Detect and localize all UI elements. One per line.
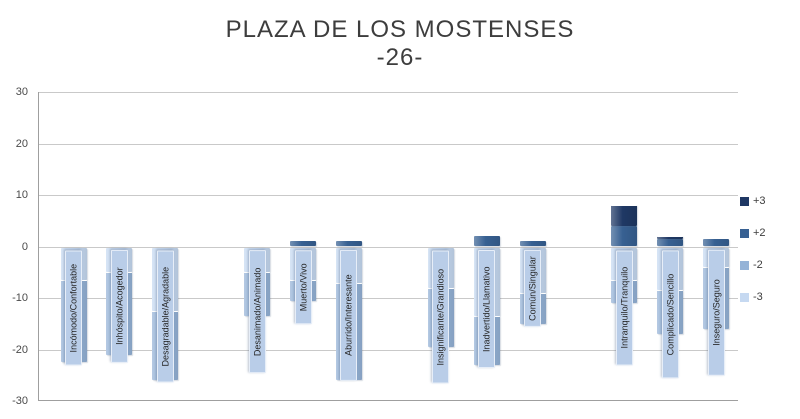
category-label: Incómodo/Confortable [65, 249, 82, 365]
legend-swatch [740, 293, 749, 302]
legend-item: -2 [740, 260, 798, 271]
legend-swatch [740, 261, 749, 270]
legend-swatch [740, 229, 749, 238]
bar-segment-plus2 [335, 241, 362, 247]
chart-title-line1: PLAZA DE LOS MOSTENSES [225, 16, 575, 43]
gridline [39, 143, 738, 145]
gridline [39, 246, 738, 248]
chart-title-line2: -26- [376, 44, 424, 71]
bar-segment-plus2 [703, 238, 730, 247]
category-label: Insignificante/Grandioso [432, 249, 450, 383]
category-label: Aburrido/Interesante [340, 249, 358, 381]
bar-segment-plus2 [473, 236, 500, 247]
category-label: Inhóspito/Acogedor [110, 249, 128, 363]
y-axis-labels: 30 20 10 0 -10 -20 -30 [0, 86, 33, 407]
y-tick-label: 10 [15, 189, 28, 201]
bar-segment-plus2 [611, 225, 638, 247]
y-tick-label: 20 [15, 137, 28, 150]
bar-segment-plus2 [657, 238, 684, 247]
bar-segment-plus2 [519, 241, 546, 247]
category-label: Común/Singular [524, 249, 541, 327]
legend-swatch [740, 197, 749, 206]
y-tick-label: -20 [12, 343, 28, 356]
category-label: Intranquilo/Tranquilo [615, 249, 633, 365]
category-label: Desanimado/Animado [248, 249, 266, 373]
category-label: Inseguro/Seguro [707, 249, 725, 376]
y-tick-label: 30 [15, 86, 28, 98]
legend-item: +3 [740, 196, 798, 207]
legend-item: -3 [740, 292, 798, 303]
gridline [39, 92, 738, 93]
y-tick-label: 0 [21, 240, 28, 253]
gridline [39, 298, 738, 299]
gridline [39, 195, 738, 196]
legend-label: +3 [753, 195, 766, 207]
y-tick-label: -30 [12, 395, 28, 407]
bar-segment-plus3 [611, 205, 638, 226]
bar-segment-plus2 [290, 241, 316, 247]
category-label: Inadvertido/Llamativo [478, 249, 496, 368]
chart-title: PLAZA DE LOS MOSTENSES -26- [0, 16, 800, 72]
legend: +3 +2 -2 -3 [740, 196, 798, 324]
legend-item: +2 [740, 228, 798, 239]
legend-label: -2 [753, 259, 763, 271]
gridline [39, 349, 738, 351]
category-label: Muerto/Vivo [294, 249, 312, 324]
category-label: Desagradable/Agradable [156, 249, 174, 382]
legend-label: +2 [753, 227, 766, 239]
y-tick-label: -10 [12, 292, 28, 304]
bar-segment-plus3 [657, 236, 684, 239]
legend-label: -3 [753, 291, 763, 303]
category-label: Complicado/Sencillo [661, 249, 679, 378]
plot-area: Incómodo/Confortable Inhóspito/Acogedor De… [38, 92, 738, 401]
